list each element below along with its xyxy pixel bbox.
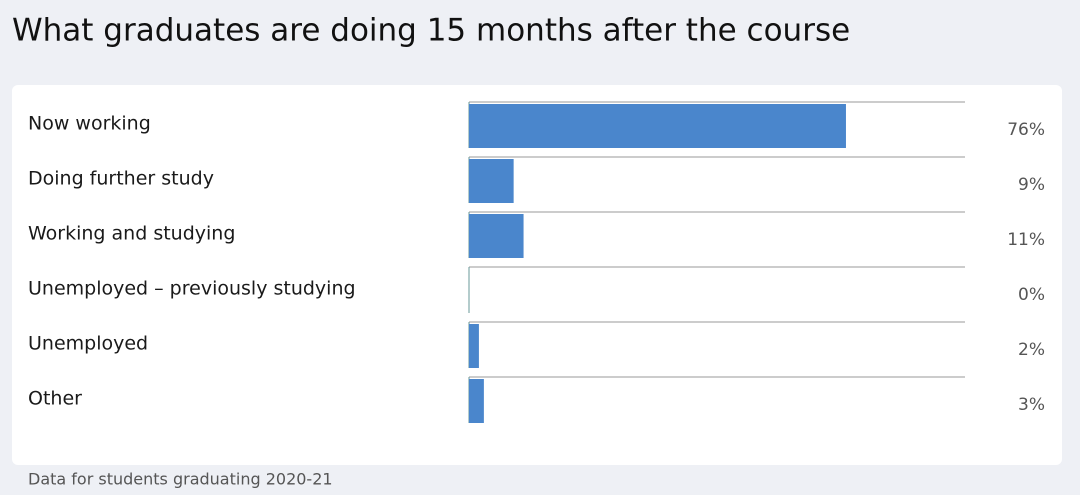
bar bbox=[469, 379, 484, 423]
bar bbox=[469, 324, 479, 368]
footnote: Data for students graduating 2020-21 bbox=[28, 470, 333, 489]
value-label: 2% bbox=[1018, 340, 1045, 360]
value-label: 9% bbox=[1018, 175, 1045, 195]
value-label: 3% bbox=[1018, 395, 1045, 415]
bar bbox=[469, 159, 514, 203]
category-label: Other bbox=[28, 388, 82, 410]
value-label: 0% bbox=[1018, 285, 1045, 305]
value-label: 11% bbox=[1007, 230, 1045, 250]
category-label: Unemployed bbox=[28, 333, 148, 355]
chart-card bbox=[12, 85, 1062, 465]
category-label: Now working bbox=[28, 113, 151, 135]
category-label: Working and studying bbox=[28, 223, 235, 245]
chart-title: What graduates are doing 15 months after… bbox=[12, 13, 850, 49]
category-label: Doing further study bbox=[28, 168, 214, 190]
bar bbox=[469, 104, 846, 148]
value-label: 76% bbox=[1007, 120, 1045, 140]
category-label: Unemployed – previously studying bbox=[28, 278, 356, 300]
bar bbox=[469, 214, 524, 258]
